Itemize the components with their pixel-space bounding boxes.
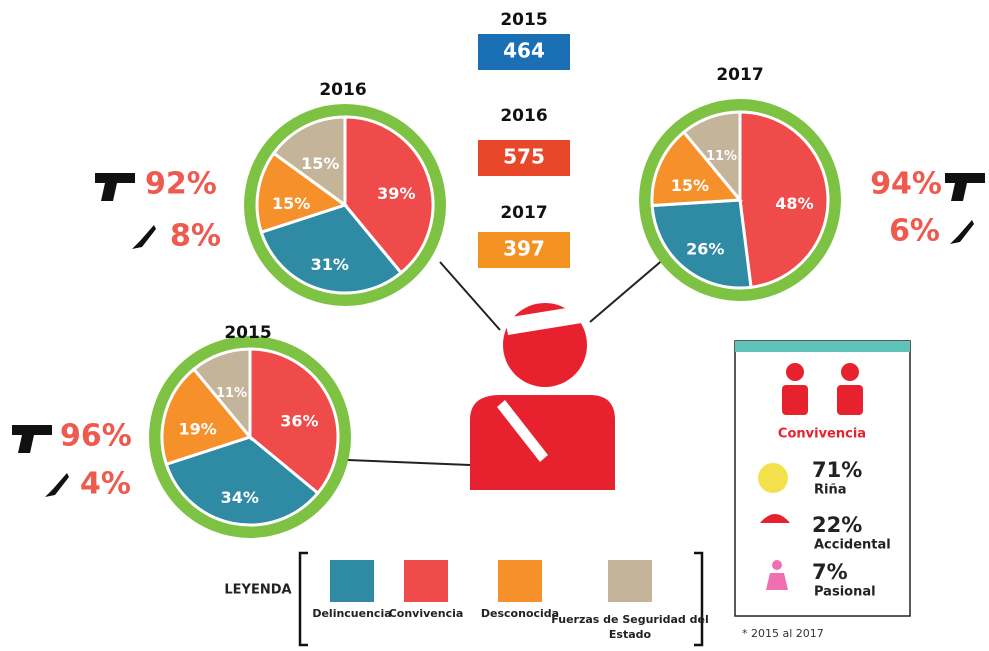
slice-label: 15% [301, 154, 339, 173]
total-value: 464 [503, 39, 545, 63]
legend-label: Desconocida [481, 607, 559, 620]
total-year: 2017 [500, 203, 547, 223]
gun-icon [95, 173, 135, 201]
slice-label: 34% [221, 488, 259, 507]
knife-percent: 6% [889, 214, 940, 249]
legend-title: LEYENDA [224, 583, 291, 598]
gun-icon [12, 425, 52, 453]
pie-title: 2016 [319, 80, 366, 100]
knife-icon [45, 473, 69, 497]
slice-label: 39% [377, 184, 415, 203]
knife-percent: 8% [170, 219, 221, 254]
slice-label: 31% [311, 255, 349, 274]
firearm-percent: 94% [870, 167, 942, 202]
legend-label: Convivencia [389, 607, 464, 620]
slice-label: 19% [178, 419, 216, 438]
pie-title: 2017 [716, 65, 763, 85]
connector [590, 258, 665, 322]
total-year: 2015 [500, 10, 547, 30]
footnote: * 2015 al 2017 [742, 627, 824, 640]
box-header-bar [735, 341, 910, 352]
total-value: 575 [503, 145, 545, 169]
box-percent: 22% [812, 513, 862, 537]
connector [348, 460, 470, 465]
box-percent: 71% [812, 458, 862, 482]
slice-label: 11% [706, 149, 737, 164]
box-percent: 7% [812, 560, 848, 584]
fight-icon [758, 463, 788, 493]
infographic: LEYENDA Convivencia * 2015 al 2017 2016 3… [0, 0, 989, 647]
box-label: Riña [814, 483, 847, 498]
firearm-percent: 92% [145, 167, 217, 202]
slice-label: 15% [272, 194, 310, 213]
slice-label: 11% [216, 386, 247, 401]
firearm-percent: 96% [60, 419, 132, 454]
box-title: Convivencia [778, 427, 866, 442]
gun-icon [945, 173, 985, 201]
slice-label: 26% [686, 240, 724, 259]
slice-label: 15% [671, 176, 709, 195]
legend-swatch [608, 560, 652, 602]
total-year: 2016 [500, 106, 547, 126]
pie-title: 2015 [224, 323, 271, 343]
knife-percent: 4% [80, 467, 131, 502]
box-label: Accidental [814, 538, 891, 553]
legend-swatch [498, 560, 542, 602]
total-value: 397 [503, 237, 545, 261]
box-label: Pasional [814, 585, 876, 600]
legend-label: Delincuencia [312, 607, 391, 620]
knife-icon [132, 225, 156, 249]
legend-swatch [404, 560, 448, 602]
connector [440, 262, 500, 330]
person-icon [470, 303, 615, 490]
slice-label: 48% [775, 194, 813, 213]
legend-swatch [330, 560, 374, 602]
slice-label: 36% [280, 411, 318, 430]
knife-icon [950, 220, 974, 244]
